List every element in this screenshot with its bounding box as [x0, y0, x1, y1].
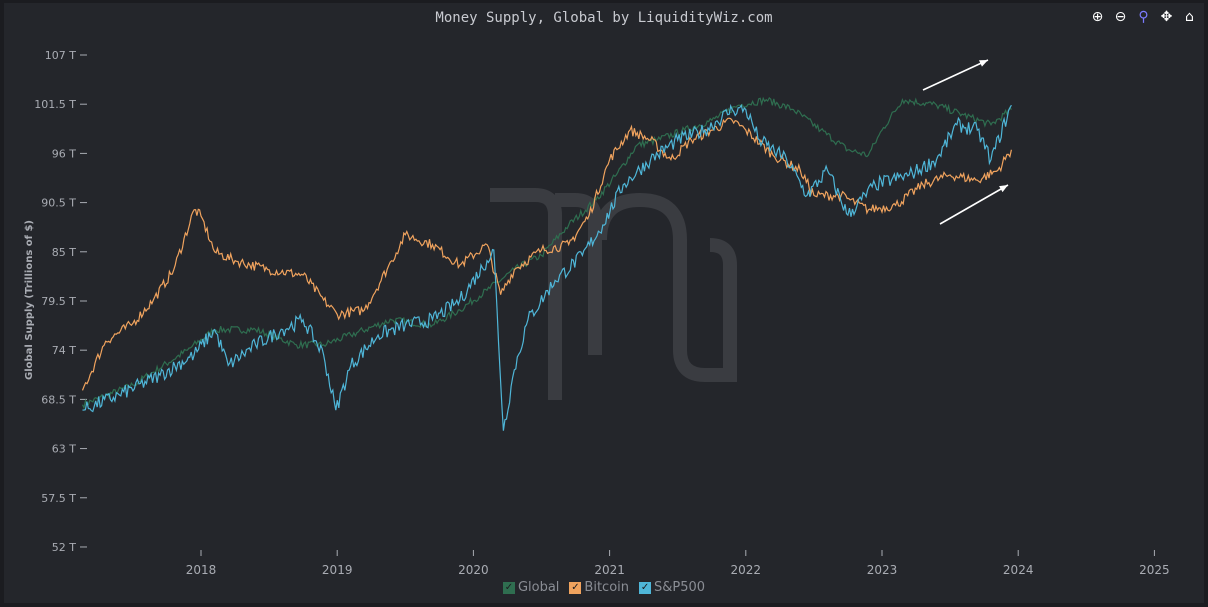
- zoom-out-icon[interactable]: ⊖: [1114, 9, 1127, 25]
- pan-icon[interactable]: ✥: [1160, 9, 1173, 25]
- zoom-in-icon[interactable]: ⊕: [1091, 9, 1104, 25]
- series-line-bitcoin: [81, 117, 1012, 391]
- legend-item-sp500[interactable]: ✓ S&P500: [639, 580, 705, 595]
- y-tick-label: 57.5 T: [41, 492, 76, 505]
- y-tick-label: 74 T: [52, 344, 76, 357]
- chart-title: Money Supply, Global by LiquidityWiz.com: [435, 10, 773, 26]
- legend-item-global[interactable]: ✓ Global: [502, 580, 560, 595]
- series-line-global: [81, 96, 1012, 410]
- x-tick-label: 2023: [867, 563, 898, 577]
- x-tick-label: 2021: [594, 563, 625, 577]
- x-tick-label: 2025: [1139, 563, 1170, 577]
- y-tick-label: 107 T: [45, 49, 76, 62]
- checkbox-icon[interactable]: ✓: [502, 581, 515, 594]
- x-tick-label: 2019: [322, 563, 353, 577]
- watermark-logo: [490, 188, 737, 400]
- legend-label: Bitcoin: [584, 580, 630, 595]
- legend-item-bitcoin[interactable]: ✓ Bitcoin: [569, 580, 629, 595]
- chart-panel: [4, 3, 1204, 603]
- arrow-head-icon: [979, 60, 988, 67]
- y-tick-label: 68.5 T: [41, 393, 76, 406]
- y-axis-label: Global Supply (Trillions of $): [24, 220, 35, 380]
- x-tick-label: 2020: [458, 563, 489, 577]
- annotation-arrow: [922, 59, 989, 91]
- series-line-sp500: [82, 103, 1012, 431]
- y-tick-label: 79.5 T: [41, 295, 76, 308]
- legend-label: S&P500: [654, 580, 706, 595]
- y-tick-label: 85 T: [52, 246, 76, 259]
- y-tick-label: 96 T: [52, 147, 76, 160]
- home-icon[interactable]: ⌂: [1185, 9, 1194, 25]
- arrow-head-icon: [999, 185, 1008, 193]
- x-tick-label: 2022: [731, 563, 762, 577]
- checkbox-icon[interactable]: ✓: [639, 581, 652, 594]
- x-tick-label: 2024: [1003, 563, 1034, 577]
- checkbox-icon[interactable]: ✓: [569, 581, 582, 594]
- legend: ✓ Global ✓ Bitcoin ✓ S&P500: [0, 580, 1208, 595]
- y-tick-label: 63 T: [52, 443, 76, 456]
- legend-label: Global: [517, 580, 560, 595]
- search-zoom-icon[interactable]: ⚲: [1138, 9, 1149, 25]
- annotation-arrow: [939, 184, 1009, 225]
- y-tick-label: 52 T: [52, 541, 76, 554]
- chart-toolbar: ⊕ ⊖ ⚲ ✥ ⌂: [1089, 9, 1198, 26]
- x-tick-label: 2018: [186, 563, 217, 577]
- y-tick-label: 101.5 T: [34, 98, 76, 111]
- y-tick-label: 90.5 T: [41, 197, 76, 210]
